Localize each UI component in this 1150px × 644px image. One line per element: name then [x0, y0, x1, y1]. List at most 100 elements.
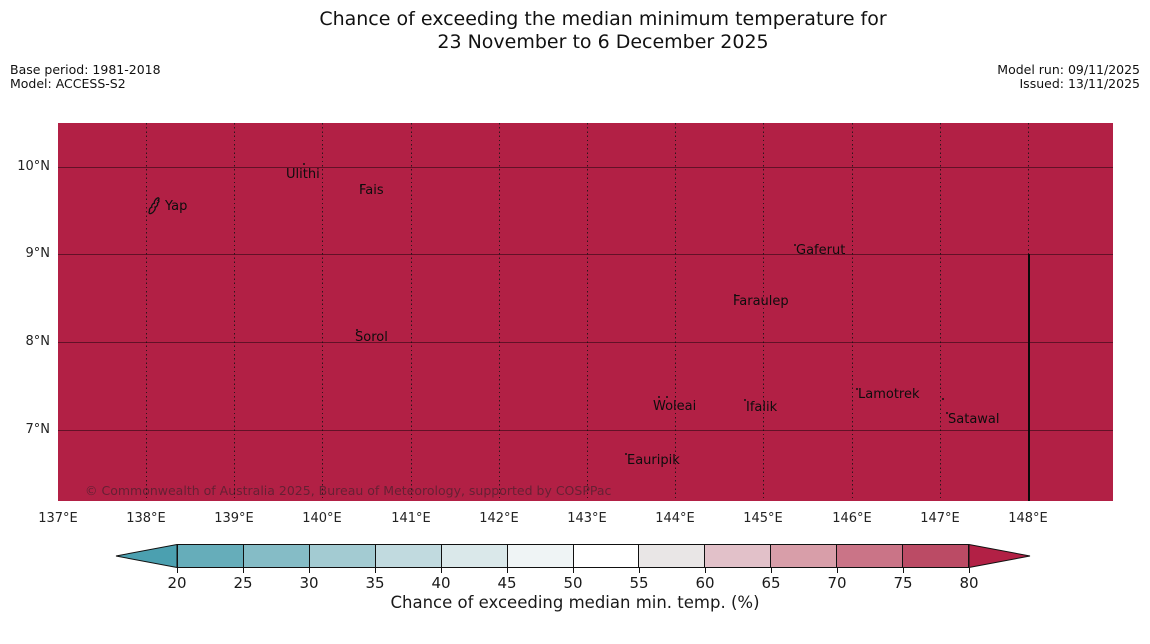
- longitude-tick-label: 145°E: [743, 511, 783, 526]
- colorbar-tick-label: 50: [563, 574, 583, 592]
- latitude-gridline: [58, 430, 1113, 431]
- yap-island-icon: [147, 196, 163, 222]
- model-info-annotation: Base period: 1981-2018 Model: ACCESS-S2: [10, 63, 161, 91]
- latitude-tick-label: 8°N: [25, 334, 51, 349]
- latitude-gridline: [58, 342, 1113, 343]
- longitude-tick-label: 144°E: [655, 511, 695, 526]
- longitude-gridline: [499, 123, 500, 501]
- colorbar-tick: [507, 568, 508, 573]
- island-label-ulithi: Ulithi: [286, 167, 320, 182]
- island-marker-dot: [856, 388, 858, 390]
- colorbar-tick: [837, 568, 838, 573]
- colorbar-segment: [903, 545, 969, 567]
- latitude-tick-label: 10°N: [17, 159, 50, 174]
- colorbar-segment: [178, 545, 244, 567]
- island-marker-dot: [794, 244, 796, 246]
- longitude-tick-label: 146°E: [832, 511, 872, 526]
- colorbar-tick-label: 60: [695, 574, 715, 592]
- colorbar-segment: [375, 545, 442, 567]
- chart-title-line1: Chance of exceeding the median minimum t…: [319, 8, 887, 30]
- island-label-faraulep: Faraulep: [733, 294, 789, 309]
- base-period-text: Base period: 1981-2018: [10, 62, 161, 77]
- issued-text: Issued: 13/11/2025: [1019, 76, 1141, 91]
- island-label-eauripik: Eauripik: [627, 453, 680, 468]
- colorbar: Chance of exceeding median min. temp. (%…: [100, 543, 1050, 616]
- colorbar-tick: [969, 568, 970, 573]
- longitude-tick-label: 140°E: [302, 511, 342, 526]
- latitude-gridline: [58, 254, 1113, 255]
- model-text: Model: ACCESS-S2: [10, 76, 126, 91]
- island-marker-dot: [942, 398, 944, 400]
- colorbar-segment: [309, 545, 376, 567]
- run-info-annotation: Model run: 09/11/2025 Issued: 13/11/2025: [997, 63, 1140, 91]
- island-label-woleai: Woleai: [653, 399, 697, 414]
- colorbar-tick-label: 45: [497, 574, 517, 592]
- colorbar-tick: [309, 568, 310, 573]
- longitude-gridline: [234, 123, 235, 501]
- longitude-gridline: [852, 123, 853, 501]
- chart-title-line2: 23 November to 6 December 2025: [437, 31, 769, 53]
- colorbar-tick: [375, 568, 376, 573]
- longitude-tick-label: 147°E: [920, 511, 960, 526]
- island-label-gaferut: Gaferut: [796, 243, 846, 258]
- island-marker-dot: [303, 163, 305, 165]
- colorbar-segment: [837, 545, 904, 567]
- island-marker-dot: [946, 412, 948, 414]
- colorbar-tick-label: 25: [233, 574, 253, 592]
- colorbar-segment: [507, 545, 574, 567]
- colorbar-tick: [441, 568, 442, 573]
- colorbar-under-arrow: [114, 543, 178, 572]
- map-area: © Commonwealth of Australia 2025, Bureau…: [58, 123, 1113, 501]
- island-marker-dot: [360, 185, 362, 187]
- region-boundary-line: [1028, 254, 1030, 501]
- colorbar-segment: [243, 545, 310, 567]
- longitude-gridline: [146, 123, 147, 501]
- island-marker-dot: [744, 399, 746, 401]
- colorbar-bar: [177, 544, 969, 568]
- island-marker-dot: [734, 294, 736, 296]
- colorbar-tick-label: 70: [827, 574, 847, 592]
- longitude-gridline: [587, 123, 588, 501]
- chart-title: Chance of exceeding the median minimum t…: [58, 8, 1148, 54]
- colorbar-tick: [243, 568, 244, 573]
- colorbar-segment: [573, 545, 640, 567]
- longitude-tick-label: 141°E: [391, 511, 431, 526]
- island-label-fais: Fais: [359, 183, 384, 198]
- colorbar-segment: [771, 545, 838, 567]
- colorbar-segment: [639, 545, 706, 567]
- latitude-tick-label: 9°N: [25, 246, 51, 261]
- colorbar-over-arrow: [968, 543, 1032, 572]
- island-label-yap: Yap: [165, 199, 188, 214]
- longitude-gridline: [322, 123, 323, 501]
- longitude-gridline: [675, 123, 676, 501]
- island-marker-dot: [625, 453, 627, 455]
- longitude-tick-label: 139°E: [214, 511, 254, 526]
- island-label-satawal: Satawal: [948, 412, 1000, 427]
- longitude-gridline: [411, 123, 412, 501]
- island-label-lamotrek: Lamotrek: [858, 387, 920, 402]
- latitude-tick-label: 7°N: [25, 422, 51, 437]
- colorbar-segment: [441, 545, 508, 567]
- colorbar-tick-label: 80: [959, 574, 979, 592]
- island-marker-dot: [356, 329, 358, 331]
- colorbar-segment: [705, 545, 772, 567]
- colorbar-tick-label: 20: [167, 574, 187, 592]
- longitude-tick-label: 138°E: [126, 511, 166, 526]
- colorbar-tick: [573, 568, 574, 573]
- longitude-gridline: [940, 123, 941, 501]
- colorbar-tick: [177, 568, 178, 573]
- latitude-gridline: [58, 167, 1113, 168]
- colorbar-tick-label: 30: [299, 574, 319, 592]
- colorbar-tick: [639, 568, 640, 573]
- model-run-text: Model run: 09/11/2025: [997, 62, 1140, 77]
- colorbar-tick: [771, 568, 772, 573]
- colorbar-tick-label: 65: [761, 574, 781, 592]
- colorbar-tick-label: 35: [365, 574, 385, 592]
- colorbar-tick-label: 55: [629, 574, 649, 592]
- island-label-ifalik: Ifalik: [746, 400, 778, 415]
- colorbar-label: Chance of exceeding median min. temp. (%…: [390, 593, 760, 612]
- colorbar-tick: [903, 568, 904, 573]
- longitude-gridline: [763, 123, 764, 501]
- longitude-tick-label: 137°E: [38, 511, 78, 526]
